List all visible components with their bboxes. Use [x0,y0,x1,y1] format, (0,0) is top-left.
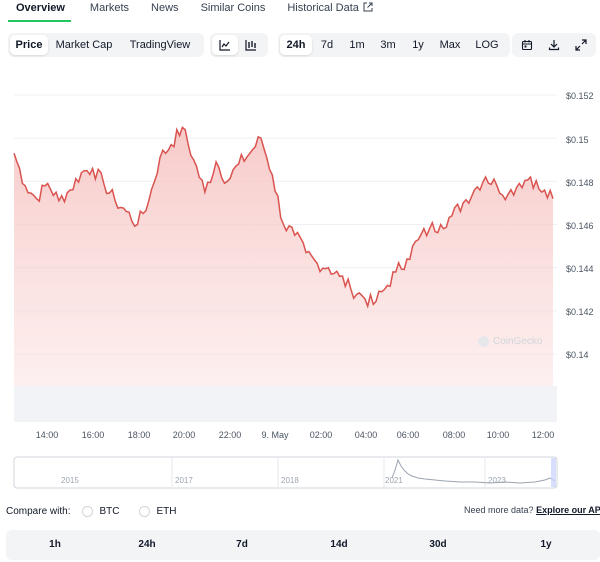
period-14d: 14d [330,539,348,550]
compare-btc-option[interactable]: BTC [82,505,120,517]
navigator-tick-label: 2017 [175,476,193,485]
period-30d: 30d [429,539,447,550]
price-line [13,126,554,309]
need-data-text: Need more data? [464,505,534,515]
tab-markets-label: Markets [89,2,130,14]
range-navigator[interactable] [0,456,600,490]
range-7d-button[interactable]: 7d [320,39,334,51]
tradingview-button[interactable]: TradingView [129,39,191,51]
candlestick-chart-button[interactable] [238,35,264,55]
navigator-tick-label: 2015 [61,476,79,485]
range-3m-button[interactable]: 3m [380,39,396,51]
period-1y: 1y [540,539,552,550]
y-tick-label: $0.142 [566,307,594,317]
watermark-label: CoinGecko [493,336,543,347]
y-tick-label: $0.15 [566,135,589,145]
navigator-selection[interactable] [551,458,556,487]
x-tick-label: 16:00 [81,430,105,440]
eth-checkbox[interactable] [139,505,151,517]
range-24h-button[interactable]: 24h [280,35,312,55]
y-tick-label: $0.146 [566,221,594,231]
calendar-icon [521,40,533,51]
tab-similar-coins-label: Similar Coins [200,2,266,14]
navigator-tick-label: 2018 [281,476,299,485]
range-max-button[interactable]: Max [439,39,461,51]
candlestick-chart-icon [245,40,256,51]
price-chart[interactable] [0,64,600,444]
x-tick-label: 04:00 [354,430,378,440]
compare-row: Compare with: BTC ETH [6,504,196,518]
x-tick-label: 22:00 [218,430,242,440]
y-tick-label: $0.148 [566,178,594,188]
coingecko-logo-icon [478,336,489,347]
coingecko-watermark: CoinGecko [478,336,542,347]
x-tick-label: 14:00 [35,430,59,440]
market-cap-button[interactable]: Market Cap [55,39,113,51]
x-tick-label: 18:00 [127,430,151,440]
volume-band [14,386,557,422]
y-tick-label: $0.144 [566,264,594,274]
period-table-header: 1h 24h 7d 14d 30d 1y [6,530,600,560]
tab-similar-coins[interactable]: Similar Coins [190,0,277,22]
btc-label: BTC [99,505,120,517]
navigator-price-line [391,458,556,484]
x-tick-label: 10:00 [486,430,510,440]
x-tick-label: 20:00 [172,430,196,440]
log-scale-button[interactable]: LOG [475,39,499,51]
tab-news[interactable]: News [140,0,190,22]
period-1h: 1h [49,539,61,550]
x-tick-label: 06:00 [396,430,420,440]
btc-checkbox[interactable] [82,505,94,517]
range-group: 24h 7d 1m 3m 1y Max LOG [278,33,510,57]
line-chart-button[interactable] [212,35,238,55]
expand-icon [575,39,587,51]
api-promo: Need more data? Explore our API [464,505,600,515]
tab-historical-data-label: Historical Data [287,2,359,14]
x-tick-label: 02:00 [309,430,333,440]
top-tabs: Overview Markets News Similar Coins Hist… [0,0,600,22]
line-chart-icon [219,40,230,51]
x-tick-label: 9. May [261,430,289,440]
compare-label: Compare with: [6,505,71,517]
explore-api-link[interactable]: Explore our API [536,505,600,515]
compare-eth-option[interactable]: ETH [139,505,177,517]
period-24h: 24h [138,539,156,550]
tab-overview[interactable]: Overview [0,0,79,22]
chart-toolbar: Price Market Cap TradingView 24h 7d 1m 3… [0,33,600,57]
y-tick-label: $0.14 [566,350,589,360]
download-icon [548,40,560,51]
tab-markets[interactable]: Markets [79,0,140,22]
external-link-icon [363,2,373,12]
navigator-tick-label: 2023 [488,476,506,485]
calendar-button[interactable] [514,35,540,55]
price-button[interactable]: Price [10,35,48,55]
range-1y-button[interactable]: 1y [412,39,424,51]
navigator-tick-label: 2021 [385,476,403,485]
eth-label: ETH [156,505,177,517]
price-area-fill [14,127,553,387]
expand-button[interactable] [568,35,594,55]
chart-actions-group [512,33,596,57]
tab-historical-data[interactable]: Historical Data [276,0,384,22]
period-7d: 7d [236,539,248,550]
y-tick-label: $0.152 [566,91,594,101]
download-button[interactable] [540,35,568,55]
x-tick-label: 12:00 [531,430,555,440]
chart-style-group [210,33,268,57]
navigator-frame [13,456,558,489]
chart-type-group: Price Market Cap TradingView [8,33,204,57]
x-tick-label: 08:00 [442,430,466,440]
tab-overview-label: Overview [16,2,65,14]
range-1m-button[interactable]: 1m [349,39,365,51]
tab-news-label: News [151,2,179,14]
